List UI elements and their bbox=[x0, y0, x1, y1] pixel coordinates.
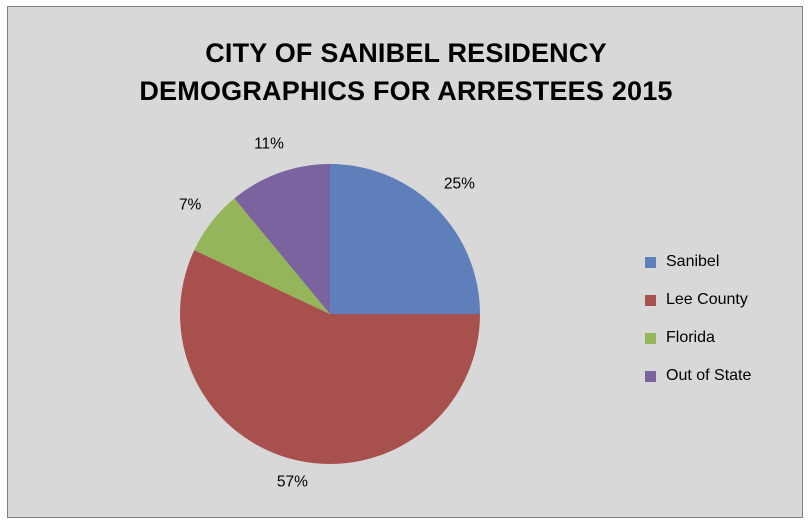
legend-swatch bbox=[645, 370, 656, 382]
legend-swatch bbox=[645, 332, 656, 344]
legend-label: Florida bbox=[666, 329, 715, 346]
legend: Sanibel Lee County Florida Out of State bbox=[645, 243, 751, 395]
legend-item-lee-county: Lee County bbox=[645, 281, 751, 319]
pie-slice-florida bbox=[194, 198, 330, 314]
legend-label: Out of State bbox=[666, 367, 752, 384]
chart-title-line-2: DEMOGRAPHICS FOR ARRESTEES 2015 bbox=[139, 76, 673, 106]
legend-swatch bbox=[645, 256, 656, 268]
legend-item-florida: Florida bbox=[645, 319, 751, 357]
data-label-sanibel: 25% bbox=[444, 176, 475, 193]
pie-slice-sanibel bbox=[330, 164, 480, 314]
pie-slice-out-of-state bbox=[234, 164, 330, 314]
data-label-out-of-state: 11% bbox=[254, 136, 284, 153]
legend-label: Sanibel bbox=[666, 253, 720, 270]
data-label-florida: 7% bbox=[179, 197, 202, 214]
data-label-lee-county: 57% bbox=[277, 473, 308, 490]
legend-item-out-of-state: Out of State bbox=[645, 357, 751, 395]
legend-swatch bbox=[645, 294, 656, 306]
legend-item-sanibel: Sanibel bbox=[645, 243, 751, 281]
pie-slice-lee-county bbox=[179, 250, 480, 464]
chart-title: CITY OF SANIBEL RESIDENCY DEMOGRAPHICS F… bbox=[0, 34, 812, 110]
chart-title-line-1: CITY OF SANIBEL RESIDENCY bbox=[205, 38, 607, 68]
legend-label: Lee County bbox=[666, 291, 748, 308]
